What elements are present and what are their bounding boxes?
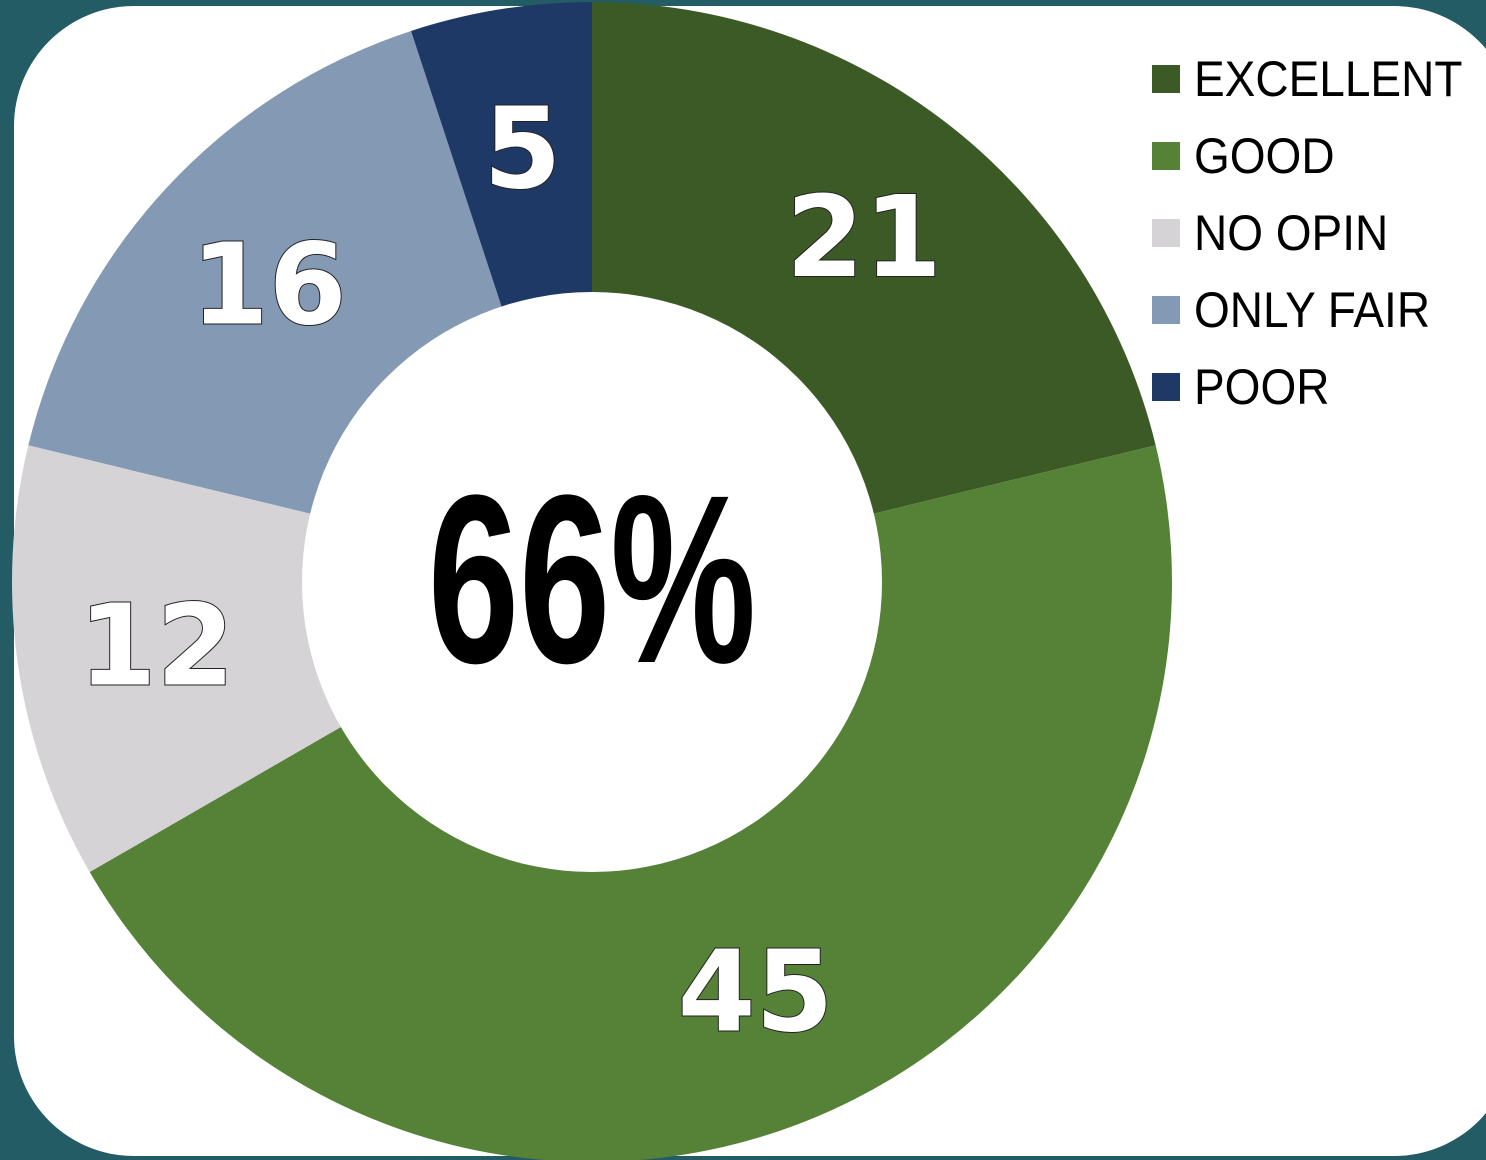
legend-swatch bbox=[1152, 218, 1180, 247]
slice-labels: 21 45 12 16 5 bbox=[78, 84, 943, 1059]
slice-value-label: 12 bbox=[79, 582, 235, 712]
legend-item-no-opin: NO OPIN bbox=[1152, 194, 1482, 271]
slice-value-label: 5 bbox=[484, 85, 562, 215]
legend-label: ONLY FAIR bbox=[1194, 281, 1431, 338]
legend-label: GOOD bbox=[1194, 127, 1335, 184]
legend-label: POOR bbox=[1194, 358, 1330, 415]
legend-item-poor: POOR bbox=[1152, 348, 1482, 425]
legend-swatch bbox=[1152, 141, 1180, 170]
legend-label: NO OPIN bbox=[1194, 204, 1389, 261]
slice-value-label: 16 bbox=[191, 220, 347, 350]
legend-item-excellent: EXCELLENT bbox=[1152, 40, 1482, 117]
legend: EXCELLENT GOOD NO OPIN ONLY FAIR POOR bbox=[1152, 40, 1482, 425]
legend-swatch bbox=[1152, 372, 1180, 401]
center-percentage: 66% bbox=[428, 445, 756, 714]
legend-label: EXCELLENT bbox=[1194, 50, 1463, 107]
legend-swatch bbox=[1152, 64, 1180, 93]
legend-item-only-fair: ONLY FAIR bbox=[1152, 271, 1482, 348]
donut-hole bbox=[302, 292, 882, 872]
legend-item-good: GOOD bbox=[1152, 117, 1482, 194]
slice-value-label: 45 bbox=[678, 927, 834, 1057]
legend-swatch bbox=[1152, 295, 1180, 324]
slice-value-label: 21 bbox=[786, 173, 942, 303]
